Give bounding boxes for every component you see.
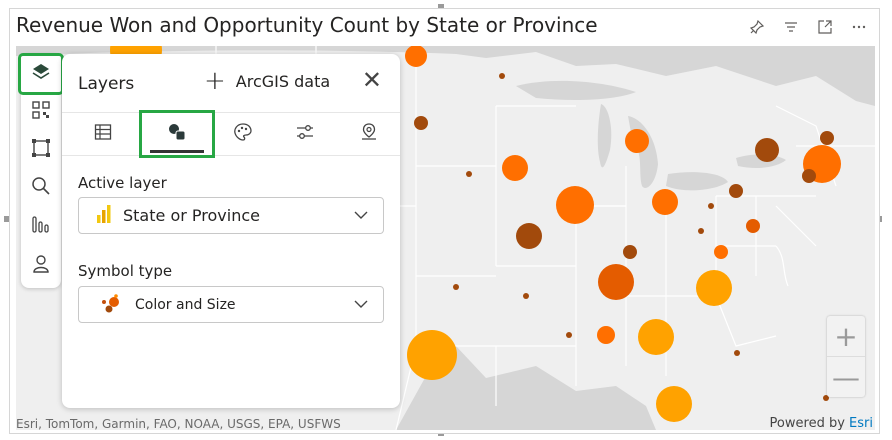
pin-icon[interactable] [745, 16, 769, 38]
filter-icon[interactable] [779, 16, 803, 38]
zoom-control: + — [827, 316, 865, 397]
map-bubble[interactable] [623, 245, 637, 259]
esri-link[interactable]: Esri [849, 416, 873, 431]
chart-icon [31, 214, 51, 238]
map-bubble[interactable] [516, 223, 542, 249]
visual-title: Revenue Won and Opportunity Count by Sta… [16, 13, 598, 37]
visual-header-icons [745, 16, 871, 38]
powered-by: Powered by Esri [770, 416, 873, 431]
map-bubble[interactable] [656, 386, 692, 422]
map-bubble[interactable] [755, 138, 779, 162]
close-icon[interactable]: ✕ [361, 66, 382, 94]
map-bubble[interactable] [714, 245, 728, 259]
layers-panel-tabs [62, 110, 401, 158]
selection-icon [31, 138, 51, 162]
map-attribution: Esri, TomTom, Garmin, FAO, NOAA, USGS, E… [16, 417, 341, 431]
layers-icon [31, 62, 51, 86]
settings-icon [295, 122, 315, 146]
resize-handle-top[interactable] [438, 4, 444, 10]
tab-symbology[interactable] [139, 110, 215, 158]
search-button[interactable] [21, 170, 61, 206]
zoom-in-button[interactable]: + [834, 319, 858, 353]
chevron-down-icon [353, 207, 369, 227]
map-toolbar [18, 53, 64, 288]
symbol-type-dropdown[interactable]: Color and Size [78, 286, 384, 323]
layers-panel-title: Layers [78, 74, 135, 94]
powerbi-icon [97, 204, 111, 227]
add-arcgis-data-button[interactable]: + ArcGIS data [204, 68, 330, 94]
active-layer-value: State or Province [123, 206, 260, 225]
map-bubble[interactable] [597, 326, 615, 344]
powered-by-text: Powered by [769, 416, 845, 431]
map-bubble[interactable] [414, 116, 428, 130]
selection-button[interactable] [21, 132, 61, 168]
map-bubble[interactable] [405, 46, 427, 67]
qr-icon [31, 100, 51, 124]
resize-handle-left[interactable] [4, 216, 10, 222]
map-bubble[interactable] [453, 284, 459, 290]
tab-table[interactable] [71, 113, 135, 155]
more-options-icon[interactable] [847, 16, 871, 38]
map-bubble[interactable] [696, 270, 732, 306]
table-icon [94, 123, 112, 145]
active-layer-label: Active layer [78, 174, 167, 192]
chevron-down-icon [353, 296, 369, 316]
map-bubble[interactable] [566, 332, 572, 338]
map-bubble[interactable] [502, 155, 528, 181]
map-bubble[interactable] [499, 73, 505, 79]
focus-mode-icon[interactable] [813, 16, 837, 38]
map-bubble[interactable] [625, 129, 649, 153]
palette-icon [233, 122, 253, 146]
map-bubble[interactable] [556, 186, 594, 224]
map-bubble[interactable] [746, 219, 760, 233]
tab-style[interactable] [211, 113, 275, 155]
qr-button[interactable] [21, 94, 61, 130]
map-bubble[interactable] [466, 171, 472, 177]
search-icon [31, 176, 51, 200]
reference-icon [31, 254, 51, 278]
map-bubble[interactable] [652, 189, 678, 215]
map-bubble[interactable] [820, 131, 834, 145]
map-bubble[interactable] [523, 293, 529, 299]
map-bubble[interactable] [729, 184, 743, 198]
map-bubble[interactable] [598, 264, 634, 300]
symbol-type-value: Color and Size [135, 296, 236, 313]
map-bubble[interactable] [823, 395, 829, 401]
symbology-icon [167, 122, 187, 146]
map-bubble[interactable] [698, 228, 704, 234]
symbol-type-label: Symbol type [78, 262, 173, 280]
map-bubble[interactable] [638, 319, 674, 355]
map-bubble[interactable] [734, 350, 740, 356]
map-bubble[interactable] [407, 330, 457, 380]
chart-button[interactable] [21, 208, 61, 244]
reference-layer-button[interactable] [21, 248, 61, 284]
map-bubble[interactable] [708, 203, 714, 209]
location-icon [359, 122, 379, 146]
plus-icon: + [204, 66, 226, 96]
arcgis-data-label: ArcGIS data [235, 71, 331, 91]
color-size-icon [99, 292, 123, 318]
active-layer-dropdown[interactable]: State or Province [78, 197, 384, 234]
map-bubble[interactable] [802, 169, 816, 183]
layers-panel: Layers + ArcGIS data ✕ [62, 54, 400, 408]
tab-location[interactable] [337, 113, 401, 155]
layers-button[interactable] [18, 53, 64, 95]
zoom-out-button[interactable]: — [827, 356, 865, 397]
tab-settings[interactable] [273, 113, 337, 155]
